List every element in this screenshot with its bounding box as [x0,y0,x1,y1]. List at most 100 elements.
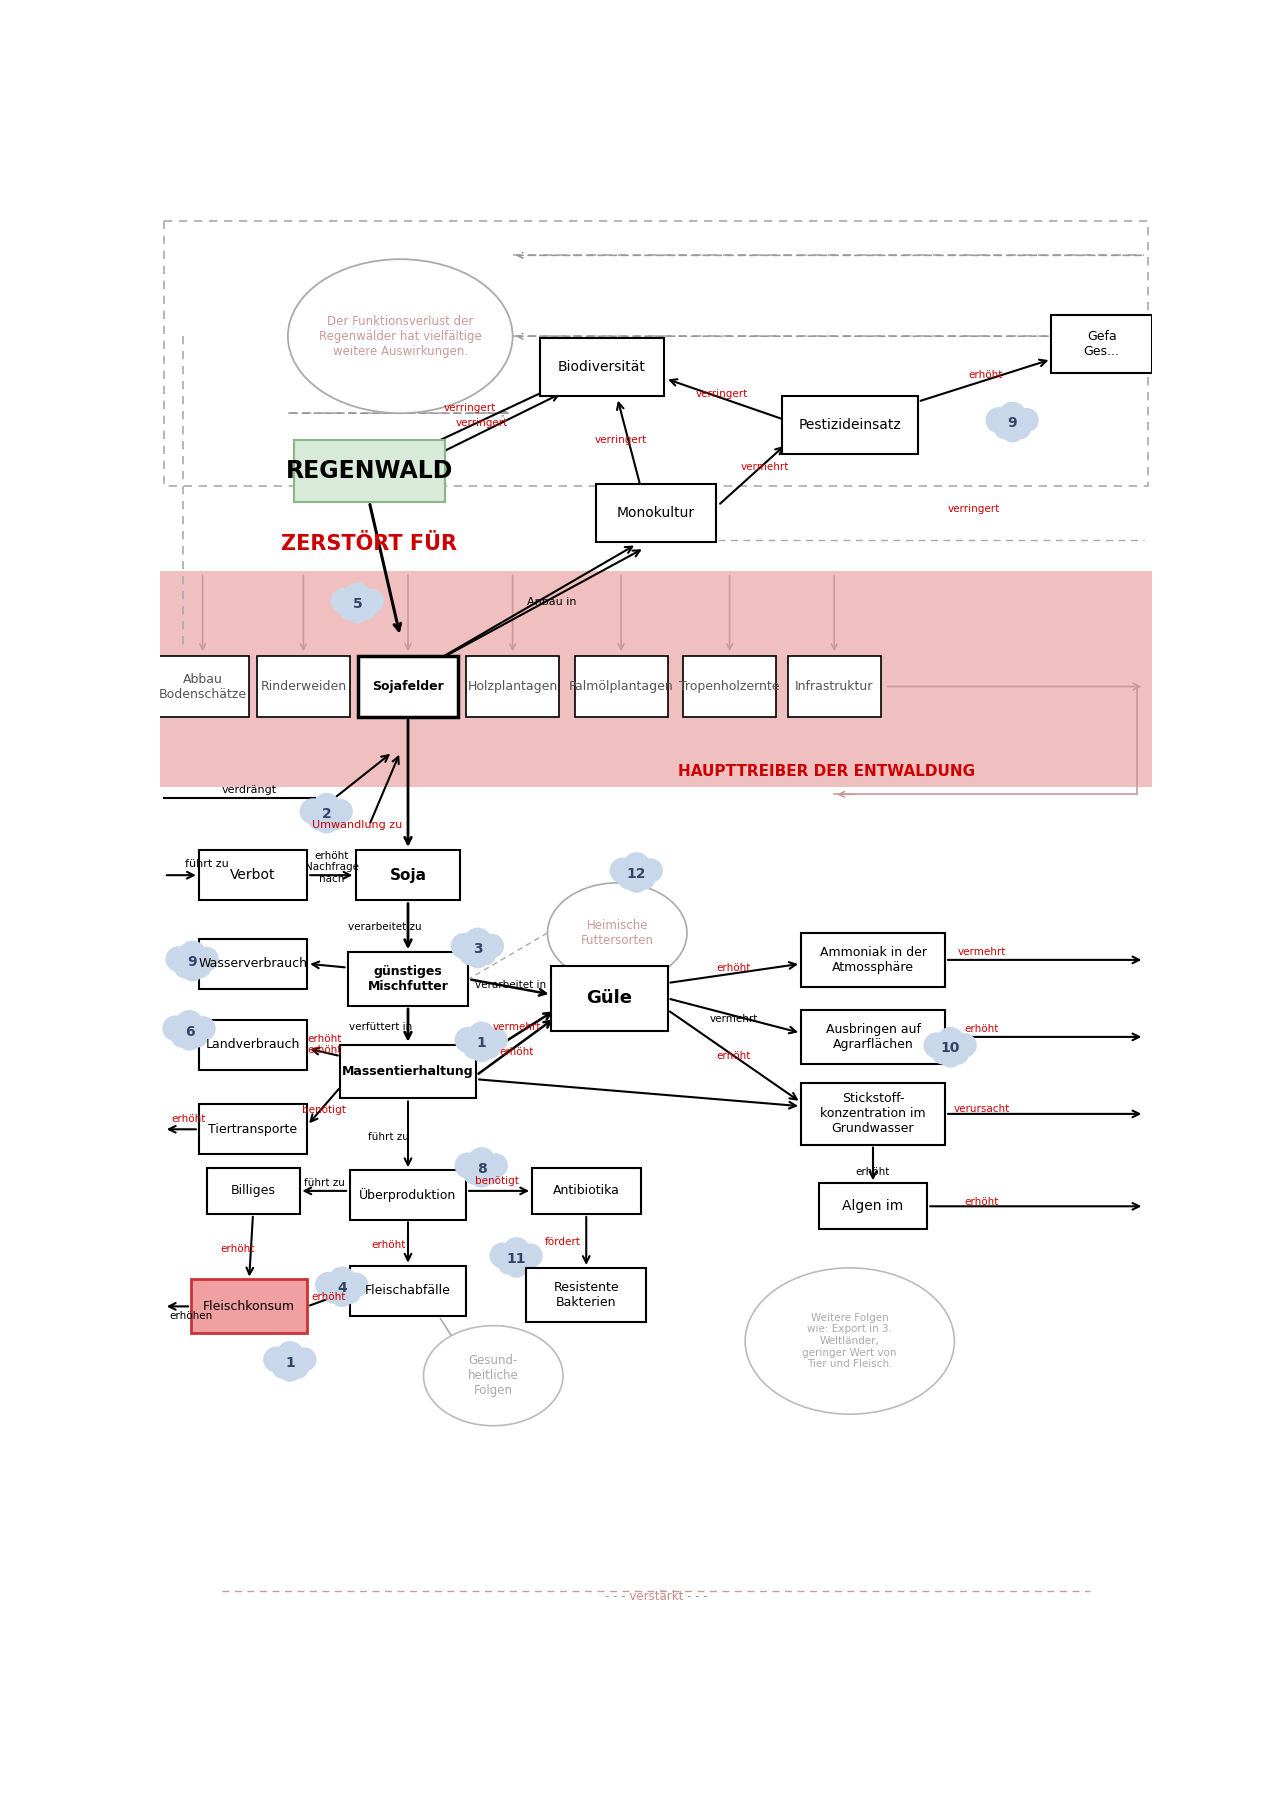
FancyBboxPatch shape [466,656,559,717]
Text: Abbau
Bodenschätze: Abbau Bodenschätze [159,672,247,701]
Text: 11: 11 [507,1252,526,1265]
FancyBboxPatch shape [540,338,664,396]
Text: - - - verstärkt - - -: - - - verstärkt - - - [604,1590,708,1603]
Text: verdrängt: verdrängt [221,786,276,795]
Circle shape [172,1026,192,1046]
Circle shape [264,1348,289,1372]
Text: Verbot: Verbot [230,867,275,882]
Circle shape [332,1285,353,1306]
Text: 1: 1 [476,1035,486,1050]
Text: verringert: verringert [456,417,508,428]
Circle shape [468,1147,495,1175]
Circle shape [467,947,489,967]
FancyBboxPatch shape [782,396,918,454]
Circle shape [177,1010,202,1037]
Circle shape [499,1254,518,1274]
Text: verringert: verringert [444,403,497,412]
Circle shape [503,1238,530,1265]
Text: vermehrt: vermehrt [740,463,788,472]
Text: Stickstoff-
konzentration im
Grundwasser: Stickstoff- konzentration im Grundwasser [820,1093,925,1135]
Circle shape [995,419,1015,439]
Ellipse shape [548,884,687,983]
Text: 10: 10 [941,1041,960,1055]
Text: 8: 8 [476,1162,486,1176]
Circle shape [626,871,648,893]
Circle shape [463,1164,484,1184]
Circle shape [452,934,476,958]
Circle shape [332,589,356,613]
Circle shape [179,1028,200,1050]
Circle shape [344,1274,367,1296]
Circle shape [279,1359,301,1381]
Text: 9: 9 [1007,416,1018,430]
Text: Sojafelder: Sojafelder [372,679,444,694]
Text: Heimische
Futtersorten: Heimische Futtersorten [581,920,654,947]
Circle shape [475,945,495,965]
Text: 6: 6 [184,1025,195,1039]
Circle shape [456,1028,480,1052]
Text: 2: 2 [321,808,332,822]
Circle shape [506,1256,527,1278]
FancyBboxPatch shape [349,1267,466,1315]
Circle shape [463,1039,484,1059]
Ellipse shape [424,1326,563,1426]
Circle shape [480,934,503,958]
Text: ZERSTÖRT FÜR: ZERSTÖRT FÜR [282,535,457,555]
Text: verarbeitet zu: verarbeitet zu [348,922,421,932]
FancyBboxPatch shape [198,1019,307,1070]
FancyBboxPatch shape [348,952,468,1006]
Text: 3: 3 [472,941,483,956]
Circle shape [937,1028,964,1053]
Text: vermehrt: vermehrt [493,1023,540,1032]
FancyBboxPatch shape [552,965,668,1032]
Ellipse shape [745,1269,955,1415]
Text: erhöht: erhöht [307,1034,342,1044]
Circle shape [623,853,650,878]
Circle shape [471,1041,493,1061]
Circle shape [635,869,654,889]
Text: erhöht: erhöht [307,1044,342,1055]
Text: führt zu: führt zu [303,1178,344,1189]
Circle shape [192,1017,215,1041]
Text: Ausbringen auf
Agrarflächen: Ausbringen auf Agrarflächen [826,1023,920,1052]
Text: führt zu: führt zu [369,1131,410,1142]
FancyBboxPatch shape [1051,314,1152,372]
Text: führt zu: führt zu [184,860,229,869]
Text: verringert: verringert [595,435,648,445]
Circle shape [479,1039,499,1059]
Circle shape [484,1155,507,1176]
FancyBboxPatch shape [596,484,716,542]
Text: Umwandlung zu: Umwandlung zu [312,820,403,829]
Circle shape [468,1023,495,1048]
Circle shape [288,1359,308,1379]
Text: Der Funktionsverlust der
Regenwälder hat vielfältige
weitere Auswirkungen.: Der Funktionsverlust der Regenwälder hat… [319,314,481,358]
Circle shape [324,810,344,829]
Circle shape [933,1044,952,1064]
Circle shape [479,1164,499,1184]
Text: Holzplantagen: Holzplantagen [467,679,558,694]
Text: Fleischkonsum: Fleischkonsum [204,1299,296,1314]
Text: 1: 1 [285,1355,296,1370]
FancyBboxPatch shape [349,1169,466,1220]
Text: verringert: verringert [947,504,1000,515]
FancyBboxPatch shape [356,849,461,900]
Text: erhöht: erhöht [856,1167,890,1176]
Circle shape [618,869,639,889]
Text: erhöht: erhöht [172,1115,206,1124]
Text: günstiges
Mischfutter: günstiges Mischfutter [367,965,448,994]
Text: fördert: fördert [545,1238,581,1247]
Text: Pestizideinsatz: Pestizideinsatz [799,417,901,432]
FancyBboxPatch shape [198,849,307,900]
Text: erhöht: erhöht [312,1292,346,1303]
Text: verringert: verringert [696,389,748,399]
Text: erhöht: erhöht [220,1243,255,1254]
Circle shape [356,600,375,620]
Circle shape [316,811,338,833]
Text: Antibiotika: Antibiotika [553,1184,620,1198]
Circle shape [182,960,204,981]
Ellipse shape [288,258,512,414]
Circle shape [1000,403,1025,428]
Text: benötigt: benötigt [475,1176,520,1185]
Bar [164,220,1148,486]
Text: erhöht: erhöht [964,1198,998,1207]
